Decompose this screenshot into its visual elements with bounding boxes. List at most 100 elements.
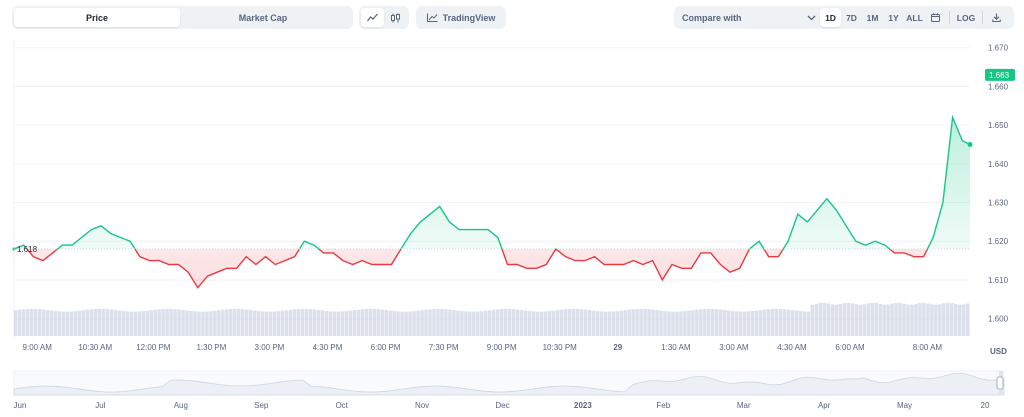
volume-bar [77, 310, 82, 336]
navigator-tick-label: 20 [981, 401, 990, 410]
volume-bar [14, 310, 18, 336]
volume-bar [253, 310, 257, 336]
volume-bar [237, 308, 241, 336]
compare-with-dropdown[interactable]: Compare with [674, 6, 824, 29]
volume-bar [61, 311, 66, 336]
range-divider [949, 11, 950, 24]
volume-bar [810, 304, 815, 336]
volume-bar [392, 311, 396, 336]
line-chart-icon[interactable] [361, 8, 384, 27]
y-tick-label: 1.610 [988, 276, 1009, 285]
range-1d-button[interactable]: 1D [820, 8, 841, 27]
volume-bar [878, 303, 882, 336]
tradingview-label: TradingView [442, 12, 496, 23]
volume-bar [324, 311, 329, 336]
volume-bar [312, 309, 317, 336]
volume-bar [758, 310, 763, 336]
tab-price[interactable]: Price [14, 8, 180, 27]
volume-bar [782, 309, 787, 336]
volume-bar [113, 309, 118, 336]
volume-bar [603, 311, 608, 336]
calendar-icon[interactable] [925, 8, 946, 27]
range-navigator[interactable]: Jun Jul Aug Sep Oct Nov Dec 2023 Feb Mar Apr May 20 [13, 370, 1005, 410]
volume-bar [21, 309, 26, 336]
volume-bar [958, 304, 962, 336]
volume-bar [53, 310, 58, 336]
y-tick-label: 1.600 [988, 315, 1009, 324]
x-axis: 9:00 AM 10:30 AM 12:00 PM 1:30 PM 3:00 PM 4:3… [23, 343, 943, 352]
volume-bar [770, 308, 775, 336]
price-area-fill [14, 117, 970, 288]
volume-bar [133, 311, 137, 336]
volume-bar [193, 311, 197, 336]
navigator-tick-label: Jun [14, 401, 27, 410]
volume-bar [229, 308, 233, 336]
volume-bar [918, 303, 922, 336]
volume-bar [189, 310, 193, 336]
volume-bar [786, 309, 791, 336]
volume-bar [515, 309, 520, 336]
volume-bar [125, 311, 130, 336]
volume-bar [201, 311, 205, 336]
tab-market-cap[interactable]: Market Cap [238, 12, 288, 23]
volume-bar [750, 311, 755, 336]
volume-bar [754, 310, 759, 336]
volume-bar [396, 311, 400, 336]
volume-bar [715, 309, 719, 336]
x-tick-label: 10:30 AM [78, 343, 112, 352]
download-icon[interactable] [986, 8, 1007, 27]
volume-bar [894, 302, 898, 336]
y-tick-label: 1.670 [988, 44, 1009, 53]
volume-bar [535, 311, 540, 336]
volume-bar [332, 311, 337, 336]
tradingview-button[interactable]: TradingView [416, 6, 506, 29]
volume-bar [651, 309, 655, 336]
navigator-tick-label: Mar [737, 401, 751, 410]
candlestick-icon[interactable] [384, 8, 407, 27]
volume-bar [233, 308, 237, 336]
volume-bar [667, 311, 671, 336]
volume-bar [962, 304, 966, 336]
volume-bar [683, 311, 687, 336]
range-7d-button[interactable]: 7D [846, 12, 857, 23]
volume-bar [181, 310, 185, 336]
range-all-button[interactable]: ALL [906, 12, 923, 23]
range-1m-button[interactable]: 1M [866, 12, 879, 23]
volume-bar [141, 311, 145, 336]
x-tick-label: 1:30 PM [196, 343, 226, 352]
volume-bar [890, 303, 894, 336]
reference-line: 1.618 [14, 245, 970, 254]
x-tick-label: 9:00 AM [23, 343, 53, 352]
volume-bar [376, 309, 380, 336]
range-1y-button[interactable]: 1Y [888, 12, 899, 23]
volume-bar [746, 311, 751, 336]
volume-bar [304, 308, 309, 336]
volume-bar [587, 310, 592, 336]
price-marketcap-tabs: Price Market Cap [12, 6, 353, 29]
volume-bar [719, 309, 723, 336]
log-scale-button[interactable]: LOG [956, 12, 976, 23]
volume-bar [822, 302, 827, 336]
volume-bar [635, 308, 639, 336]
volume-bar [503, 308, 508, 336]
volume-bar [966, 303, 970, 336]
volume-bar [707, 308, 711, 336]
volume-bar [444, 309, 448, 336]
volume-bar [149, 310, 153, 336]
volume-bar [679, 311, 683, 336]
time-range-selector: 1D 7D 1M 1Y ALL LOG [817, 6, 1014, 29]
volume-bar [400, 311, 404, 336]
volume-bar [507, 308, 512, 336]
volume-bar [687, 310, 691, 336]
volume-bar [555, 310, 560, 336]
y-tick-label: 1.660 [988, 82, 1009, 91]
volume-bar [774, 308, 779, 336]
volume-bar [906, 304, 910, 336]
volume-bar [659, 310, 663, 336]
volume-bar [476, 311, 480, 336]
volume-bar [575, 308, 580, 336]
volume-bar [416, 310, 420, 336]
volume-bar [615, 311, 619, 336]
volume-bar [169, 308, 173, 336]
